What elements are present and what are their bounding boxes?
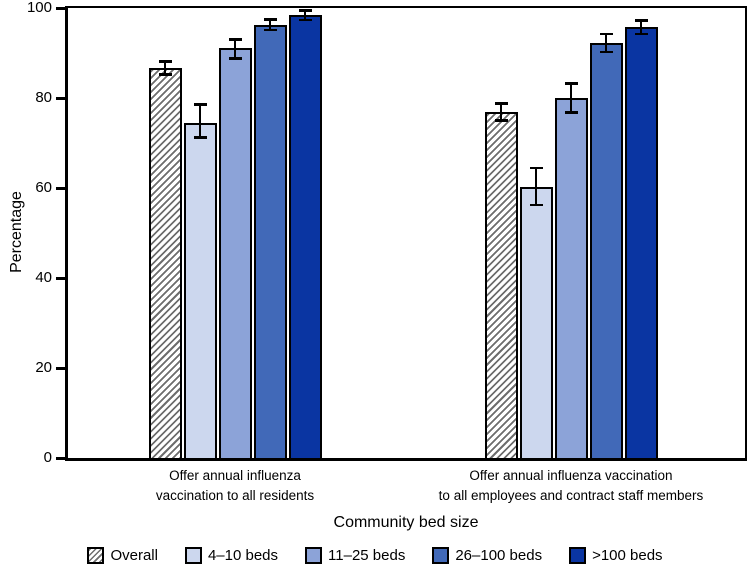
error-bar-cap	[193, 103, 207, 106]
error-bar-line	[639, 20, 643, 35]
error-bar-line	[198, 104, 202, 138]
error-bar-cap	[634, 32, 648, 36]
error-bar-cap	[298, 18, 312, 22]
error-bar-cap	[634, 19, 648, 22]
legend-label: >100 beds	[592, 547, 663, 564]
error-bar-cap	[494, 102, 508, 105]
error-bar-line	[499, 103, 503, 121]
y-tick-label: 100	[26, 0, 52, 16]
error-bar-cap	[564, 111, 578, 114]
legend-swatch-4-10-beds	[184, 547, 202, 564]
bar-overall-group2	[484, 111, 518, 458]
error-bar-line	[569, 83, 573, 113]
y-tick-mark	[56, 186, 65, 190]
error-bar-line	[268, 19, 272, 31]
error-bar-cap	[494, 119, 508, 122]
legend-swatch-11-25-beds	[305, 547, 323, 564]
error-bar-cap	[599, 50, 613, 54]
x-axis-title: Community bed size	[333, 514, 479, 531]
error-bar-cap	[298, 9, 312, 12]
y-tick-label: 80	[35, 89, 52, 106]
error-bar-cap	[158, 60, 172, 63]
legend-item-11-25-beds: 11–25 beds	[305, 547, 405, 564]
bar-26-100-beds-group2	[589, 42, 623, 458]
error-bar-cap	[599, 32, 613, 36]
error-bar-line	[604, 34, 608, 53]
y-tick-mark	[56, 6, 65, 10]
bar-overall-group1	[148, 68, 182, 458]
bar-4-10-beds-group2	[519, 187, 553, 458]
legend-label: Overall	[110, 547, 158, 564]
bar-11-25-beds-group1	[218, 48, 252, 458]
error-bar-cap	[193, 136, 207, 139]
legend-label: 4–10 beds	[207, 547, 279, 564]
bar-100-beds-group2	[624, 27, 658, 458]
error-bar-cap	[564, 82, 578, 85]
legend-label: 26–100 beds	[455, 547, 543, 564]
category-label-group2: Offer annual influenza vaccination to all…	[439, 466, 704, 507]
plot-inner	[68, 8, 745, 458]
error-bar-cap	[529, 203, 543, 207]
bar-100-beds-group1	[288, 14, 322, 458]
legend-item-4-10-beds: 4–10 beds	[184, 547, 279, 564]
error-bar-line	[233, 39, 237, 59]
category-label-line: Offer annual influenza vaccination	[469, 468, 673, 483]
y-tick-label: 20	[35, 359, 52, 376]
category-label-line: Offer annual influenza	[169, 468, 301, 483]
y-tick-label: 0	[43, 449, 52, 466]
bar-4-10-beds-group1	[183, 122, 217, 458]
category-label-line: to all employees and contract staff memb…	[438, 488, 704, 504]
category-label-line: vaccination to all residents	[155, 488, 315, 504]
error-bar-line	[534, 168, 538, 206]
legend: Overall 4–10 beds 11–25 beds 26–100 beds >10…	[0, 547, 750, 564]
legend-swatch-100-beds	[569, 547, 587, 564]
y-tick-label: 40	[35, 269, 52, 286]
legend-item-26-100-beds: 26–100 beds	[432, 547, 542, 564]
error-bar-line	[303, 10, 307, 21]
error-bar-cap	[263, 28, 277, 32]
legend-swatch-26-100-beds	[432, 547, 450, 564]
legend-item-100-beds: >100 beds	[569, 547, 663, 564]
y-axis-label: Percentage	[8, 191, 25, 273]
category-label-group1: Offer annual influenza vaccination to all…	[156, 466, 314, 507]
error-bar-cap	[228, 38, 242, 41]
y-tick-label: 60	[35, 179, 52, 196]
bar-11-25-beds-group2	[554, 98, 588, 458]
error-bar-cap	[228, 57, 242, 60]
y-tick-mark	[56, 366, 65, 370]
y-tick-mark	[56, 276, 65, 280]
legend-label: 11–25 beds	[328, 547, 406, 564]
error-bar-cap	[158, 73, 172, 76]
legend-item-overall: Overall	[87, 547, 158, 564]
error-bar-cap	[263, 18, 277, 21]
bar-26-100-beds-group1	[253, 24, 287, 458]
plot-area	[65, 6, 747, 461]
y-tick-mark	[56, 96, 65, 100]
y-tick-mark	[56, 456, 65, 460]
legend-swatch-overall	[87, 547, 105, 564]
error-bar-cap	[529, 166, 543, 170]
error-bar-line	[163, 61, 167, 75]
